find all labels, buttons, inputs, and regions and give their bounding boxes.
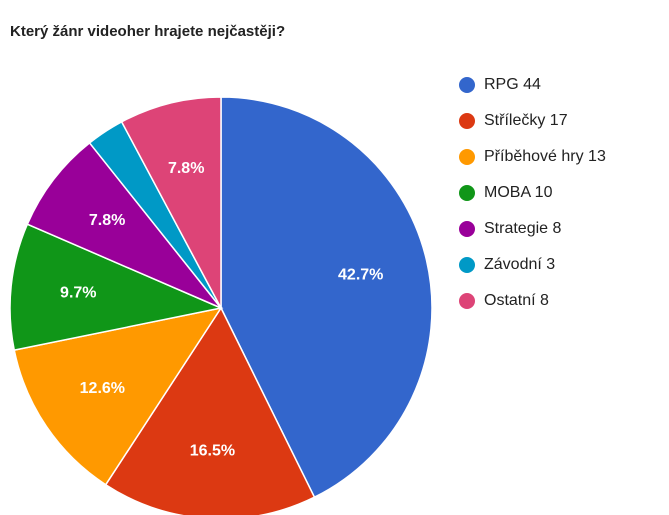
legend-marker (459, 293, 475, 309)
chart-title: Který žánr videoher hrajete nejčastěji? (10, 23, 285, 40)
legend-marker (459, 77, 475, 93)
pie-slice (220, 96, 433, 499)
legend-marker (459, 149, 475, 165)
legend-label: Střílečky 17 (484, 112, 568, 129)
legend-marker (459, 113, 475, 129)
legend-marker (459, 185, 475, 201)
legend-label: Strategie 8 (484, 220, 561, 237)
slice-label: 9.7% (60, 284, 96, 301)
slice-label: 16.5% (190, 442, 235, 459)
slice-label: 7.8% (168, 160, 204, 177)
legend-label: MOBA 10 (484, 184, 553, 201)
legend-label: Příběhové hry 13 (484, 148, 606, 165)
pie-slice (104, 306, 316, 515)
pie-slice (120, 96, 222, 309)
pie-slice (26, 141, 222, 309)
legend-label: Ostatní 8 (484, 292, 549, 309)
pie-slice (9, 223, 224, 352)
legend-label: RPG 44 (484, 76, 541, 93)
legend-marker (459, 257, 475, 273)
slice-label: 7.8% (89, 212, 125, 229)
legend-label: Závodní 3 (484, 256, 555, 273)
slice-label: 42.7% (338, 267, 383, 284)
legend-marker (459, 221, 475, 237)
slice-label: 12.6% (80, 380, 125, 397)
pie-slice (13, 306, 223, 486)
